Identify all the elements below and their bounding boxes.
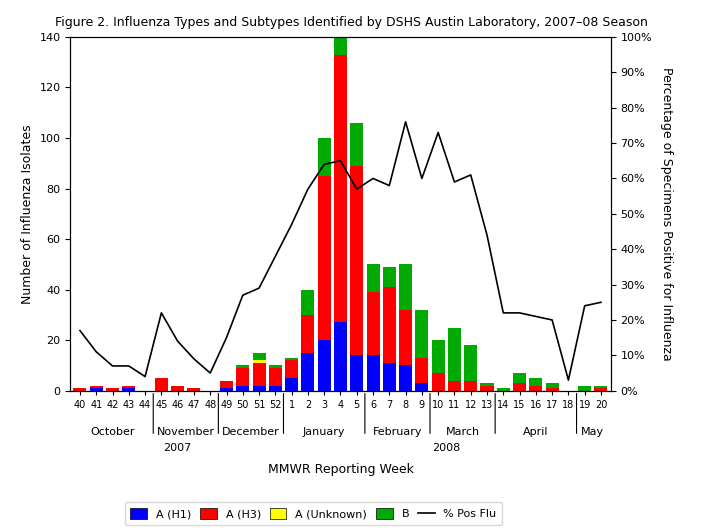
Bar [285,358,298,361]
Bar [350,123,363,166]
Bar [269,385,282,391]
Bar [301,353,314,391]
Bar [253,353,265,361]
Text: Figure 2. Influenza Types and Subtypes Identified by DSHS Austin Laboratory, 200: Figure 2. Influenza Types and Subtypes I… [55,16,647,29]
Bar [399,310,412,365]
Bar [90,388,102,391]
Text: April: April [523,427,548,437]
Bar [318,340,331,391]
Bar [545,388,559,391]
Bar [366,355,380,391]
Bar [480,385,494,391]
Bar [220,381,233,388]
Bar [432,373,444,391]
Bar [399,365,412,391]
Bar [383,287,396,363]
Bar [253,385,265,391]
Text: February: February [373,427,422,437]
Bar [237,365,249,368]
Bar [269,365,282,368]
Bar [334,17,347,55]
Bar [90,385,102,388]
Bar [318,138,331,176]
Bar [448,381,461,391]
Bar [464,345,477,381]
Bar [529,378,543,385]
Bar [237,385,249,391]
Bar [350,355,363,391]
Bar [220,388,233,391]
Bar [269,368,282,385]
Bar [171,385,184,391]
Bar [155,378,168,391]
Bar [350,166,363,355]
Text: MMWR Reporting Week: MMWR Reporting Week [267,463,413,476]
Bar [578,385,591,391]
Y-axis label: Percentage of Specimens Positive for Influenza: Percentage of Specimens Positive for Inf… [660,67,673,361]
Text: October: October [91,427,135,437]
Bar [122,388,135,391]
Bar [545,383,559,388]
Bar [334,55,347,323]
Text: December: December [222,427,280,437]
Bar [122,385,135,388]
Bar [432,340,444,373]
Text: November: November [157,427,215,437]
Bar [366,265,380,292]
Bar [253,361,265,363]
Y-axis label: Number of Influenza Isolates: Number of Influenza Isolates [21,124,34,304]
Bar [480,383,494,385]
Bar [106,388,119,391]
Bar [416,383,428,391]
Bar [187,388,201,391]
Bar [253,363,265,385]
Bar [416,358,428,383]
Bar [285,378,298,391]
Bar [416,310,428,358]
Text: 2007: 2007 [164,444,192,454]
Bar [318,176,331,340]
Bar [74,388,86,391]
Bar [383,267,396,287]
Text: 2008: 2008 [432,444,461,454]
Bar [383,363,396,391]
Text: May: May [581,427,604,437]
Legend: A (H1), A (H3), A (Unknown), B, % Pos Flu: A (H1), A (H3), A (Unknown), B, % Pos Fl… [125,503,502,525]
Bar [497,388,510,391]
Bar [301,290,314,315]
Bar [301,315,314,353]
Bar [366,292,380,355]
Text: January: January [303,427,345,437]
Bar [448,327,461,381]
Bar [237,368,249,385]
Bar [595,388,607,391]
Text: March: March [446,427,479,437]
Bar [529,385,543,391]
Bar [334,323,347,391]
Bar [285,361,298,378]
Bar [513,383,526,391]
Bar [399,265,412,310]
Bar [513,373,526,383]
Bar [464,381,477,391]
Bar [595,385,607,388]
